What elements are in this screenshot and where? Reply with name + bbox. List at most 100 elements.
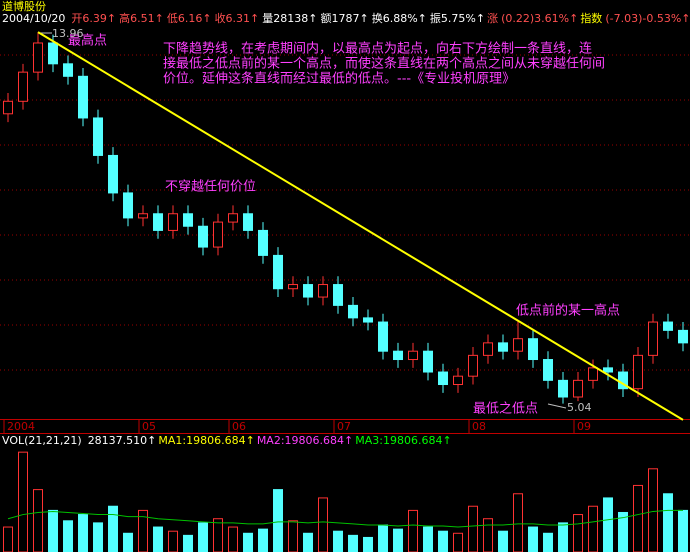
candle-body xyxy=(48,42,58,65)
candle-body xyxy=(633,354,643,390)
volume-bar xyxy=(108,505,118,552)
volume-bar xyxy=(678,509,688,552)
volume-bar xyxy=(93,522,103,552)
candle-body xyxy=(663,321,673,331)
candle-body xyxy=(393,350,403,361)
description-line: 价位。延伸这条直线而经过最低的低点。---《专业投机原理》 xyxy=(163,71,515,87)
annotation: 最低之低点 xyxy=(473,402,538,417)
candle-body xyxy=(33,42,43,73)
candle-body xyxy=(603,367,613,373)
volume-bar xyxy=(228,526,238,552)
quote-field: 高6.51↑ xyxy=(119,11,164,25)
volume-bar xyxy=(303,532,313,552)
candle-body xyxy=(288,284,298,290)
volume-title: VOL(21,21,21) xyxy=(2,434,82,447)
volume-bar xyxy=(453,532,463,552)
volume-bar xyxy=(513,493,523,552)
candle-body xyxy=(423,350,433,373)
candle-body xyxy=(648,321,658,356)
volume-bar xyxy=(183,534,193,552)
candle-body xyxy=(258,229,268,256)
low-value: 5.04 xyxy=(567,401,592,414)
candle-body xyxy=(573,379,583,398)
candle-body xyxy=(63,63,73,77)
date: 2004/10/20 xyxy=(2,12,65,25)
volume-bar xyxy=(33,489,43,552)
candle-body xyxy=(333,284,343,306)
volume-bar xyxy=(288,520,298,552)
volume-bar xyxy=(48,509,58,552)
volume-bar xyxy=(318,497,328,552)
candle-body xyxy=(438,371,448,386)
volume-bar xyxy=(603,497,613,552)
volume-bar xyxy=(408,509,418,552)
volume-bar xyxy=(483,518,493,552)
volume-bar xyxy=(63,520,73,552)
volume-bar xyxy=(558,522,568,552)
candle-body xyxy=(363,317,373,323)
candle-body xyxy=(498,342,508,352)
candle-body xyxy=(528,338,538,361)
volume-bar xyxy=(543,532,553,552)
ma-label: MA3:19806.684↑ xyxy=(355,434,451,447)
volume-bar xyxy=(438,530,448,552)
volume-bar xyxy=(168,530,178,552)
volume-current: 28137.510↑ xyxy=(88,434,157,447)
volume-bar xyxy=(123,532,133,552)
annotation: 最高点 xyxy=(68,33,107,49)
volume-bar xyxy=(243,532,253,552)
quote-field: 振5.75%↑ xyxy=(430,11,485,25)
volume-bar xyxy=(663,493,673,552)
volume-header: VOL(21,21,21) 28137.510↑ MA1:19806.684↑ MA2… xyxy=(2,434,452,447)
quote-field: (0.22)3.61%↑ xyxy=(501,12,578,25)
volume-bar xyxy=(78,514,88,552)
ma-label: MA1:19806.684↑ xyxy=(158,434,254,447)
candle-body xyxy=(198,225,208,248)
volume-bar xyxy=(648,468,658,552)
description-line: 下降趋势线，在考虑期间内，以最高点为起点，向右下方绘制一条直线，连 xyxy=(163,41,592,57)
candle-body xyxy=(213,221,223,248)
annotation: 低点前的某一高点 xyxy=(516,303,620,319)
candle-body xyxy=(588,367,598,381)
volume-bar xyxy=(18,451,28,552)
volume-bar xyxy=(378,524,388,552)
volume-bar xyxy=(498,530,508,552)
candle-body xyxy=(558,379,568,398)
x-tick-label: 08 xyxy=(472,420,486,433)
candle-body xyxy=(273,254,283,290)
volume-bar xyxy=(3,526,13,552)
candle-body xyxy=(318,284,328,298)
quote-field: 收6.31↑ xyxy=(215,11,260,25)
candle-body xyxy=(153,213,163,231)
price-grid xyxy=(0,54,690,371)
description-line: 接最低之低点前的某一个高点，而使这条直线在两个高点之间从未穿越任何间 xyxy=(163,56,605,72)
volume-ma xyxy=(7,509,683,528)
volume-bar xyxy=(333,530,343,552)
candle-body xyxy=(513,338,523,352)
candle-body xyxy=(348,304,358,319)
volume-bar xyxy=(348,534,358,552)
candle-body xyxy=(483,342,493,356)
quote-field: 量28138↑ xyxy=(262,12,317,25)
volume-bar xyxy=(528,526,538,552)
candle-body xyxy=(93,117,103,156)
quote-field: 指数 xyxy=(580,11,602,25)
volume-bar xyxy=(213,518,223,552)
annotation: 不穿越任何价位 xyxy=(165,179,256,195)
candle-body xyxy=(243,213,253,231)
candle-body xyxy=(168,213,178,231)
candle-body xyxy=(18,71,28,102)
candle-body xyxy=(543,359,553,381)
volume-bar xyxy=(588,505,598,552)
volume-bar xyxy=(423,526,433,552)
stock-name: 道博股份 xyxy=(2,0,46,13)
x-tick-label: 06 xyxy=(232,420,246,433)
pointer xyxy=(547,403,567,409)
x-tick-label: 09 xyxy=(577,420,591,433)
candle-body xyxy=(453,375,463,386)
volume-bar xyxy=(393,528,403,552)
candle-body xyxy=(183,213,193,227)
x-tick-label: 07 xyxy=(337,420,351,433)
x-tick-label: 05 xyxy=(142,420,156,433)
